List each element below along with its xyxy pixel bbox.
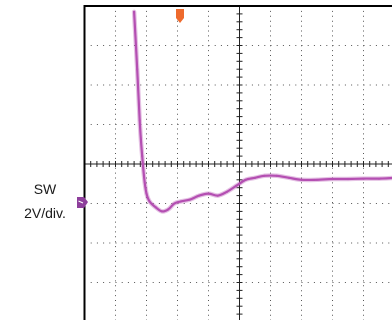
trace-sample-point [377,177,381,180]
trace-sample-point [288,176,291,179]
trigger-marker [176,9,184,23]
trace-sample-point [188,198,191,201]
trace-glow [131,9,392,214]
trace-sample-point [244,178,247,181]
trace-sample-point [331,177,334,181]
trace-sample-point [226,190,229,193]
trace-sample-point [346,177,350,181]
trace-sample-point [167,208,170,211]
plot-frame [83,5,392,320]
trace-sample-point [138,119,141,122]
trace-sample-point [145,192,148,195]
trace-sample-point [173,202,176,205]
sw-trace [133,10,392,213]
trace-sample-point [160,210,164,213]
trace-sample-point [362,177,365,180]
trace-sample-point [198,194,201,197]
trace-sample-point [207,192,210,195]
ground-marker [77,197,88,208]
trace-sample-point [300,178,303,181]
trace-sample-point [263,174,266,177]
trace-sample-point [275,174,278,177]
trace-sample-point [136,68,139,71]
trace-sample-point [253,176,257,179]
trace-sample-point [315,178,319,181]
trace-sample-point [154,206,157,209]
trace-sample-point [235,184,238,187]
trace-sample-point [141,155,144,158]
graticule [84,5,392,320]
trace-sample-point [179,200,182,203]
trace-sample-point [143,180,146,183]
trace-sample-point [133,10,136,13]
scale-label: 2V/div. [24,205,66,221]
channel-label: SW [34,181,57,197]
trace-layer [131,9,392,214]
trace-sample-point [216,194,219,197]
trace-sample-point [148,200,151,203]
